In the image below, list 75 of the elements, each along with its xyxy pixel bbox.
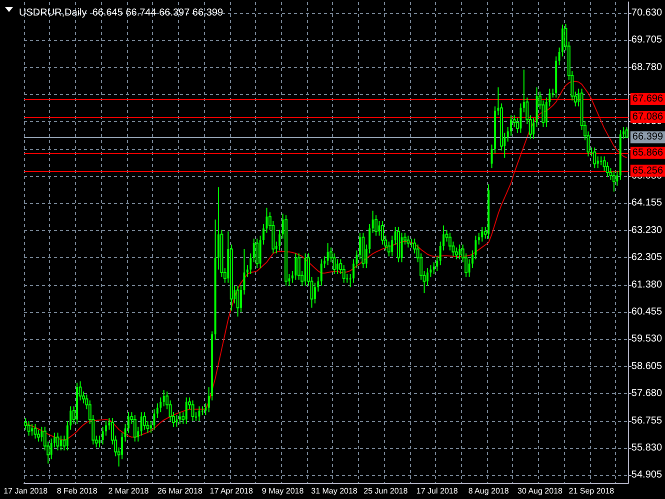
x-tick-label: 2 Mar 2018 xyxy=(108,486,150,496)
ref-line-label: 65.256 xyxy=(632,165,664,176)
y-tick-label: 54.905 xyxy=(631,470,662,481)
candlestick xyxy=(374,214,378,236)
candlestick xyxy=(458,244,461,260)
candlestick xyxy=(436,256,438,272)
x-tick-label: 17 Jul 2018 xyxy=(416,486,458,496)
ref-line-label: 67.086 xyxy=(632,111,664,122)
candlestick xyxy=(320,258,322,286)
candlestick xyxy=(410,238,412,248)
candlestick xyxy=(616,170,618,186)
text: USDRUR,Daily 66.645 66.744 66.397 66.399 xyxy=(19,8,224,18)
candlestick xyxy=(191,400,194,422)
candlestick xyxy=(176,414,178,428)
y-tick-label: 58.605 xyxy=(631,360,662,372)
candlestick xyxy=(204,402,207,416)
candlestick xyxy=(406,235,410,248)
candlestick xyxy=(133,414,136,442)
y-tick-label: 59.530 xyxy=(631,334,662,345)
y-tick-label: 56.755 xyxy=(631,415,662,426)
candlestick xyxy=(236,285,240,318)
candlestick xyxy=(593,147,596,169)
candlestick xyxy=(358,232,361,260)
candlestick xyxy=(278,229,281,251)
candlestick xyxy=(336,258,338,274)
x-tick-label: 9 May 2018 xyxy=(262,486,304,496)
y-tick-label: 55.830 xyxy=(631,442,662,454)
y-tick-label: 68.780 xyxy=(631,62,662,73)
candlestick xyxy=(372,210,374,234)
ref-line-label: 67.696 xyxy=(632,94,664,105)
x-tick-label: 8 Feb 2018 xyxy=(56,486,98,496)
x-tick-label: 25 Jun 2018 xyxy=(364,486,408,496)
candlestick xyxy=(40,426,43,442)
candlestick xyxy=(520,102,522,134)
candlestick xyxy=(250,252,252,274)
x-tick-label: 31 May 2018 xyxy=(311,486,358,496)
x-tick-label: 8 Aug 2018 xyxy=(468,486,510,496)
candlestick xyxy=(532,118,535,140)
y-tick-label: 62.305 xyxy=(631,252,662,264)
candlestick xyxy=(140,412,142,436)
candlestick xyxy=(162,390,165,407)
y-tick-label: 63.230 xyxy=(631,224,662,236)
x-tick-label: 17 Jan 2018 xyxy=(4,486,48,496)
candlestick xyxy=(60,435,62,451)
x-tick-label: 17 Apr 2018 xyxy=(210,486,254,496)
candlestick xyxy=(27,420,30,436)
candlestick xyxy=(391,235,394,257)
candlestick xyxy=(294,252,297,280)
candlestick xyxy=(56,432,60,451)
candlestick xyxy=(481,226,484,242)
candlestick xyxy=(256,238,259,269)
y-tick-label: 69.705 xyxy=(631,34,662,46)
candlestick xyxy=(304,252,306,286)
y-tick-label: 61.380 xyxy=(631,279,662,290)
candlestick xyxy=(252,238,255,263)
candlestick xyxy=(612,170,616,192)
candlestick xyxy=(185,396,188,424)
x-tick-label: 26 Mar 2018 xyxy=(157,486,203,496)
candlestick xyxy=(31,423,34,436)
y-tick-label: 64.155 xyxy=(631,198,662,209)
candlestick xyxy=(326,242,329,266)
candlestick xyxy=(153,408,156,430)
candlestick xyxy=(98,435,101,448)
ref-line-label: 65.866 xyxy=(632,147,664,158)
y-tick-label: 60.455 xyxy=(631,306,662,318)
y-tick-label: 70.630 xyxy=(631,7,662,18)
x-tick-label: 21 Sep 2018 xyxy=(568,486,615,496)
candlestick xyxy=(378,220,380,236)
candlestick xyxy=(198,406,200,422)
ref-line-label: 66.399 xyxy=(632,132,664,143)
candlestick xyxy=(625,126,628,138)
x-tick-label: 30 Aug 2018 xyxy=(518,486,564,496)
y-tick-label: 57.680 xyxy=(631,388,662,400)
candlestick xyxy=(178,412,181,424)
candlestick xyxy=(400,232,403,263)
